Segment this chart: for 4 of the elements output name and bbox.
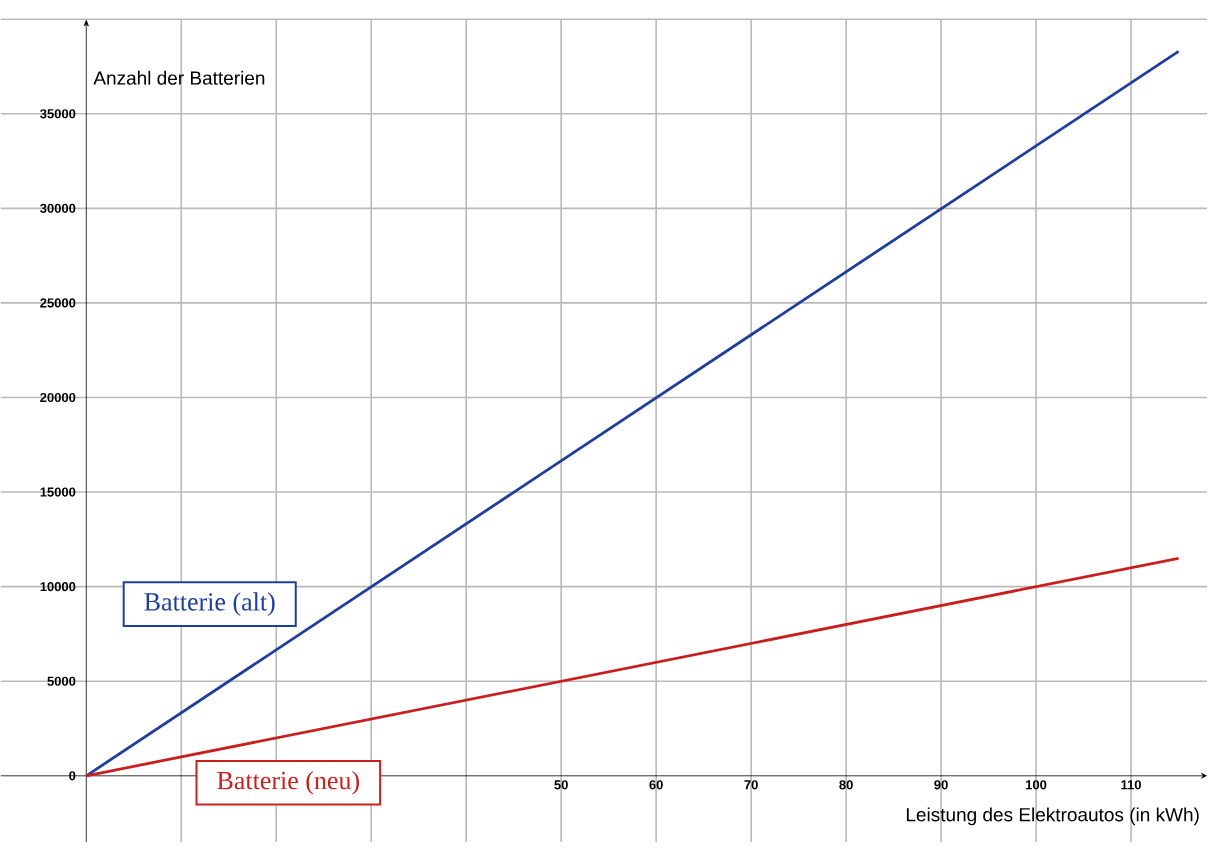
series-label: Batterie (alt) [144,592,275,616]
x-axis-title: Leistung des Elektroautos (in kWh) [906,807,1199,826]
series-label: Batterie (neu) [217,771,359,795]
y-axis-title: Anzahl der Batterien [93,70,265,85]
